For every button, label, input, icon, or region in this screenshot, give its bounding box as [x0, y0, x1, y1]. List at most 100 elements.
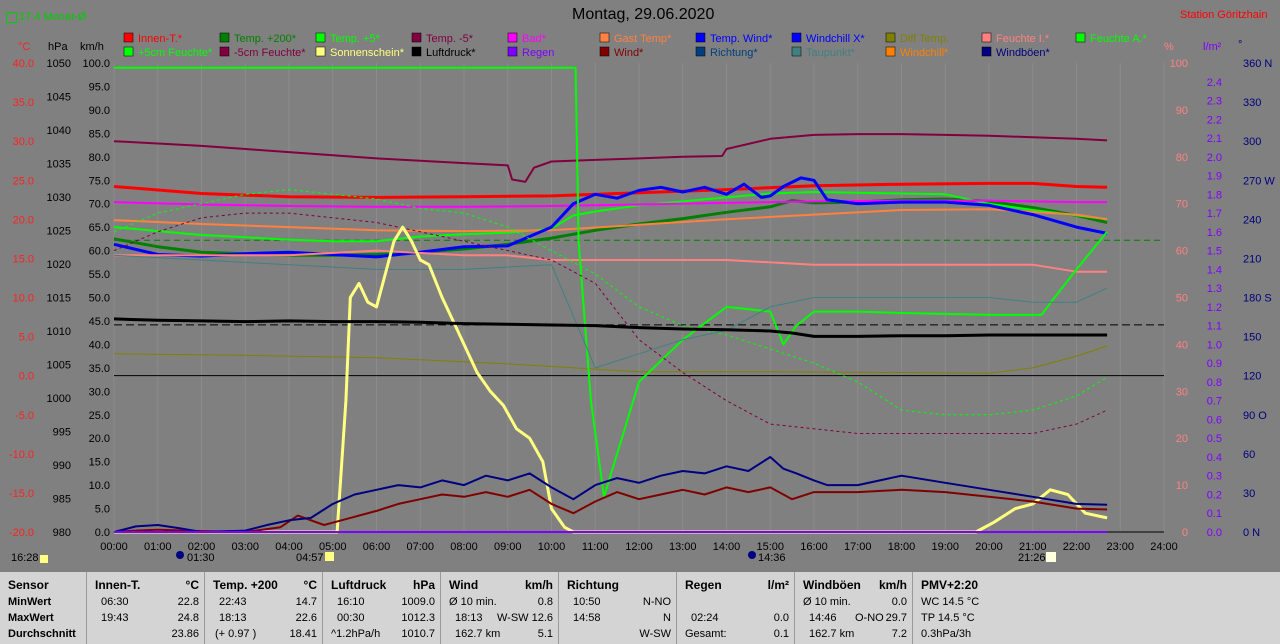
legend-label: Innen-T.* — [138, 33, 183, 45]
y-tick-label-rain: 1.0 — [1207, 339, 1222, 351]
legend-swatch — [791, 46, 802, 57]
windboeen-min-value: 0.0 — [891, 596, 907, 608]
stats-col-windboeen: Windböen km/h Ø 10 min. 0.0 14:46 O-NO 2… — [794, 572, 913, 644]
legend-label: Temp. Wind* — [710, 33, 773, 45]
legend-swatch — [219, 32, 230, 43]
y-tick-label-rain: 1.6 — [1207, 227, 1222, 239]
temp200-max-value: 22.6 — [295, 612, 317, 624]
y-tick-label-direction: 240 — [1243, 214, 1261, 226]
y-tick-label-rain: 2.4 — [1207, 77, 1222, 89]
x-tick-label: 16:00 — [800, 541, 828, 553]
y-tick-label-rain: 0.5 — [1207, 433, 1222, 445]
y-tick-label-percent: 40 — [1176, 339, 1188, 351]
stats-col-sensor: Sensor MinWert MaxWert Durchschnitt — [0, 572, 86, 644]
legend-swatch — [981, 46, 992, 57]
y-tick-label-temp: 0.0 — [19, 371, 34, 383]
legend-label: -5cm Feuchte* — [234, 47, 306, 59]
y-tick-label-wind: 60.0 — [89, 246, 110, 258]
y-tick-label-wind: 35.0 — [89, 363, 110, 375]
x-tick-label: 04:00 — [275, 541, 303, 553]
x-tick-label: 08:00 — [450, 541, 478, 553]
luftdruck-max-time: 00:30 — [337, 612, 365, 624]
y-tick-label-temp: 5.0 — [19, 332, 34, 344]
y-tick-label-direction: 210 — [1243, 253, 1261, 265]
y-tick-label-temp: 10.0 — [13, 293, 34, 305]
stats-unit-windboeen: km/h — [878, 578, 907, 592]
x-tick-label: 09:00 — [494, 541, 522, 553]
wind-distance: 162.7 km — [455, 628, 501, 640]
y-axes: 40.0 35.0 30.0 25.0 20.0 15.0 10.0 5.0 0.0 -5.0 -1… — [9, 58, 1275, 539]
stats-header-richtung: Richtung — [567, 578, 619, 592]
series-line-sonnenschein — [114, 225, 1108, 534]
stats-col-temp200: Temp. +200 °C 22:43 14.7 18:13 22.6 (+ 0… — [204, 572, 323, 644]
y-tick-label-wind: 5.0 — [95, 504, 110, 516]
y-tick-label-rain: 2.1 — [1207, 133, 1222, 145]
legend-swatch — [695, 46, 706, 57]
x-tick-label: 21:00 — [1019, 541, 1047, 553]
legend-label: Temp. +5* — [330, 33, 381, 45]
series-group — [113, 66, 1108, 534]
y-tick-label-wind: 30.0 — [89, 386, 110, 398]
richtung-max-value: N — [663, 612, 671, 624]
regen-total-value: 0.1 — [773, 628, 789, 640]
stats-header-pmv: PMV+2:20 — [921, 578, 979, 592]
innen-max-value: 24.8 — [177, 612, 199, 624]
wind-min-value: 0.8 — [537, 596, 553, 608]
y-tick-label-rain: 0.2 — [1207, 489, 1222, 501]
y-tick-label-temp: 20.0 — [13, 214, 34, 226]
x-tick-label: 14:00 — [713, 541, 741, 553]
legend-label: Feuchte I.* — [996, 33, 1050, 45]
stats-header-windboeen: Windböen — [803, 578, 861, 592]
y-tick-label-pressure: 995 — [53, 427, 71, 439]
moonrise-icon — [748, 551, 756, 559]
legend-swatch — [599, 46, 610, 57]
series-line-diff-temp — [113, 345, 1108, 374]
y-tick-label-percent: 90 — [1176, 105, 1188, 117]
y-tick-label-direction: 0 N — [1243, 527, 1260, 539]
y-tick-label-percent: 10 — [1176, 480, 1188, 492]
chart-title: Montag, 29.06.2020 — [572, 6, 715, 23]
moonrise-label: 14:36 — [758, 552, 786, 564]
y-tick-label-wind: 65.0 — [89, 222, 110, 234]
y-tick-label-pressure: 1015 — [47, 293, 71, 305]
y-tick-label-rain: 0.1 — [1207, 508, 1222, 520]
y-tick-label-pressure: 1040 — [47, 125, 71, 137]
pmv-windchill: WC 14.5 °C — [921, 596, 980, 608]
stats-unit-regen: l/m² — [767, 578, 789, 592]
legend-label: Windböen* — [996, 47, 1051, 59]
series-line-feuchte-a — [114, 66, 1108, 498]
x-tick-label: 19:00 — [931, 541, 959, 553]
innen-min-value: 22.8 — [177, 596, 199, 608]
legend-label: Gast Temp* — [614, 33, 672, 45]
y-tick-label-rain: 1.7 — [1207, 208, 1222, 220]
y-tick-label-wind: 55.0 — [89, 269, 110, 281]
stats-unit-luftdruck: hPa — [412, 578, 435, 592]
richtung-min-value: N-NO — [642, 596, 671, 608]
luftdruck-avg-value: 1010.7 — [401, 628, 435, 640]
y-tick-label-pressure: 1005 — [47, 360, 71, 372]
legend-label: Taupunkt* — [806, 47, 856, 59]
x-tick-label: 15:00 — [756, 541, 784, 553]
y-tick-label-pressure: 980 — [53, 527, 71, 539]
x-tick-label: 06:00 — [363, 541, 391, 553]
richtung-max-time: 14:58 — [573, 612, 601, 624]
legend-swatch — [507, 46, 518, 57]
y-tick-label-pressure: 1030 — [47, 192, 71, 204]
sun-small-icon — [40, 555, 48, 563]
stats-col-richtung: Richtung 10:50 N-NO 14:58 N W-SW — [558, 572, 677, 644]
y-tick-label-percent: 70 — [1176, 199, 1188, 211]
y-tick-label-wind: 15.0 — [89, 457, 110, 469]
y-tick-label-direction: 360 N — [1243, 58, 1272, 70]
y-tick-label-percent: 20 — [1176, 433, 1188, 445]
stats-col-wind: Wind km/h Ø 10 min. 0.8 18:13 W-SW 12.6 … — [440, 572, 559, 644]
legend-label: Temp. +200* — [234, 33, 297, 45]
legend-label: Richtung* — [710, 47, 758, 59]
wind-avg-value: 5.1 — [537, 628, 553, 640]
legend-label: Diff Temp. — [900, 33, 949, 45]
y-tick-label-percent: 80 — [1176, 152, 1188, 164]
y-tick-label-rain: 0.9 — [1207, 358, 1222, 370]
legend-label: Bad* — [522, 33, 547, 45]
luftdruck-min-time: 16:10 — [337, 596, 365, 608]
luftdruck-max-value: 1012.3 — [401, 612, 435, 624]
series-line-gast-temp — [113, 208, 1108, 233]
